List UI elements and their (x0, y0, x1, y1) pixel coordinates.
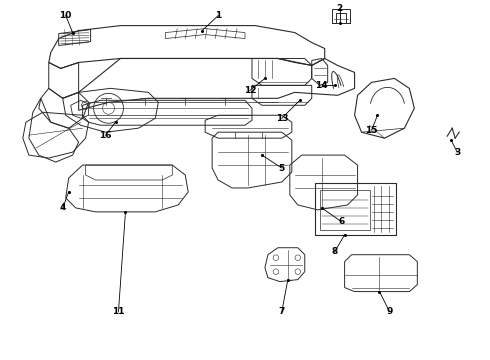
Text: 3: 3 (454, 148, 460, 157)
Text: 16: 16 (99, 131, 112, 140)
Text: 15: 15 (365, 126, 378, 135)
Bar (319, 190, 369, 230)
Text: 14: 14 (316, 81, 328, 90)
Text: 9: 9 (386, 307, 392, 316)
Text: 2: 2 (337, 4, 343, 13)
Text: 6: 6 (339, 217, 345, 226)
Text: 5: 5 (279, 163, 285, 172)
Text: 7: 7 (279, 307, 285, 316)
Text: 11: 11 (112, 307, 125, 316)
Text: 13: 13 (275, 114, 288, 123)
Bar (315, 183, 396, 235)
Text: 4: 4 (59, 203, 66, 212)
Text: 10: 10 (59, 11, 72, 20)
Text: 1: 1 (215, 11, 221, 20)
Text: 8: 8 (332, 247, 338, 256)
Text: 12: 12 (244, 86, 256, 95)
